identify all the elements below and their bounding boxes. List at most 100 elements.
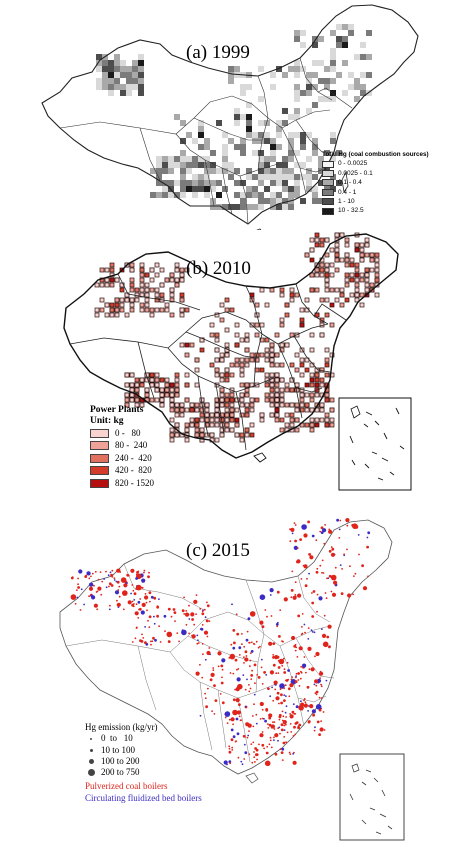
emission-point [298, 685, 301, 687]
grid-cell [109, 282, 115, 288]
grid-cell [282, 156, 288, 162]
grid-cell [334, 247, 340, 253]
grid-cell [254, 302, 260, 308]
legend-swatch [90, 441, 109, 451]
grid-cell [312, 42, 318, 48]
emission-point [272, 699, 275, 702]
emission-point [144, 641, 147, 644]
grid-cell [270, 156, 276, 162]
grid-cell [139, 262, 145, 268]
emission-point [221, 701, 225, 705]
grid-cell [129, 287, 135, 293]
grid-cell [126, 84, 132, 90]
grid-cell [314, 242, 320, 248]
grid-cell [229, 412, 235, 418]
emission-point [231, 749, 234, 751]
china-outline [41, 4, 419, 225]
grid-cell [154, 397, 160, 403]
emission-point [283, 694, 286, 696]
grid-cell [192, 174, 198, 180]
grid-cell [134, 397, 140, 403]
grid-cell [219, 317, 225, 323]
emission-point [145, 601, 148, 604]
emission-point [264, 760, 271, 767]
emission-point [191, 634, 196, 639]
emission-point [170, 615, 173, 618]
grid-cell [186, 180, 192, 186]
grid-cell [96, 54, 102, 60]
emission-point [127, 600, 132, 605]
grid-cell [209, 432, 215, 438]
grid-cell [258, 204, 264, 210]
grid-cell [269, 372, 275, 378]
grid-cell [164, 302, 170, 308]
emission-point [97, 586, 102, 591]
emission-point [150, 643, 152, 646]
grid-cell [192, 162, 198, 168]
grid-cell [314, 237, 320, 243]
emission-point [296, 656, 299, 658]
grid-cell [319, 267, 325, 273]
emission-point [272, 654, 275, 656]
grid-cell [198, 156, 204, 162]
emission-point [274, 655, 279, 660]
emission-point [261, 625, 265, 629]
emission-point [278, 635, 281, 638]
emission-point [70, 576, 74, 580]
emission-point [229, 653, 236, 660]
grid-cell [324, 347, 330, 353]
emission-point [233, 641, 236, 645]
grid-cell [149, 287, 155, 293]
grid-cell [179, 267, 185, 273]
emission-point [144, 626, 147, 628]
legend-label: 240 - 420 [115, 452, 152, 463]
emission-point [274, 688, 277, 691]
emission-point [153, 596, 157, 600]
grid-cell [319, 407, 325, 413]
grid-cell [144, 302, 150, 308]
grid-cell [334, 297, 340, 303]
grid-cell [129, 382, 135, 388]
emission-point [324, 592, 327, 594]
grid-cell [214, 412, 220, 418]
emission-point [283, 736, 286, 738]
emission-point [273, 739, 275, 741]
emission-point [134, 637, 137, 640]
grid-cell [246, 192, 252, 198]
emission-point [232, 735, 236, 739]
emission-point [135, 627, 138, 629]
emission-point [272, 663, 276, 667]
grid-cell [354, 54, 360, 60]
grid-cell [219, 392, 225, 398]
emission-point [244, 657, 249, 662]
grid-cell [240, 144, 246, 150]
emission-point [253, 751, 255, 753]
emission-point [303, 533, 308, 538]
grid-cell [282, 186, 288, 192]
grid-cell [318, 36, 324, 42]
grid-cell [210, 180, 216, 186]
emission-point [174, 620, 176, 622]
grid-cell [194, 367, 200, 373]
grid-cell [264, 156, 270, 162]
grid-cell [240, 204, 246, 210]
legend-label: 200 to 750 [101, 767, 140, 778]
emission-point [230, 717, 235, 722]
emission-point [279, 609, 282, 611]
emission-point [266, 615, 268, 618]
emission-point [251, 761, 254, 764]
emission-point [346, 524, 349, 527]
emission-point [338, 528, 341, 531]
grid-cell [174, 377, 180, 383]
emission-point [209, 678, 213, 682]
grid-cell [216, 204, 222, 210]
grid-cell [309, 382, 315, 388]
emission-point [280, 693, 283, 697]
emission-point [299, 677, 302, 680]
grid-cell [249, 422, 255, 428]
grid-cell [334, 232, 340, 238]
emission-point [306, 685, 310, 689]
grid-cell [144, 387, 150, 393]
grid-cell [282, 168, 288, 174]
emission-point [272, 642, 276, 645]
